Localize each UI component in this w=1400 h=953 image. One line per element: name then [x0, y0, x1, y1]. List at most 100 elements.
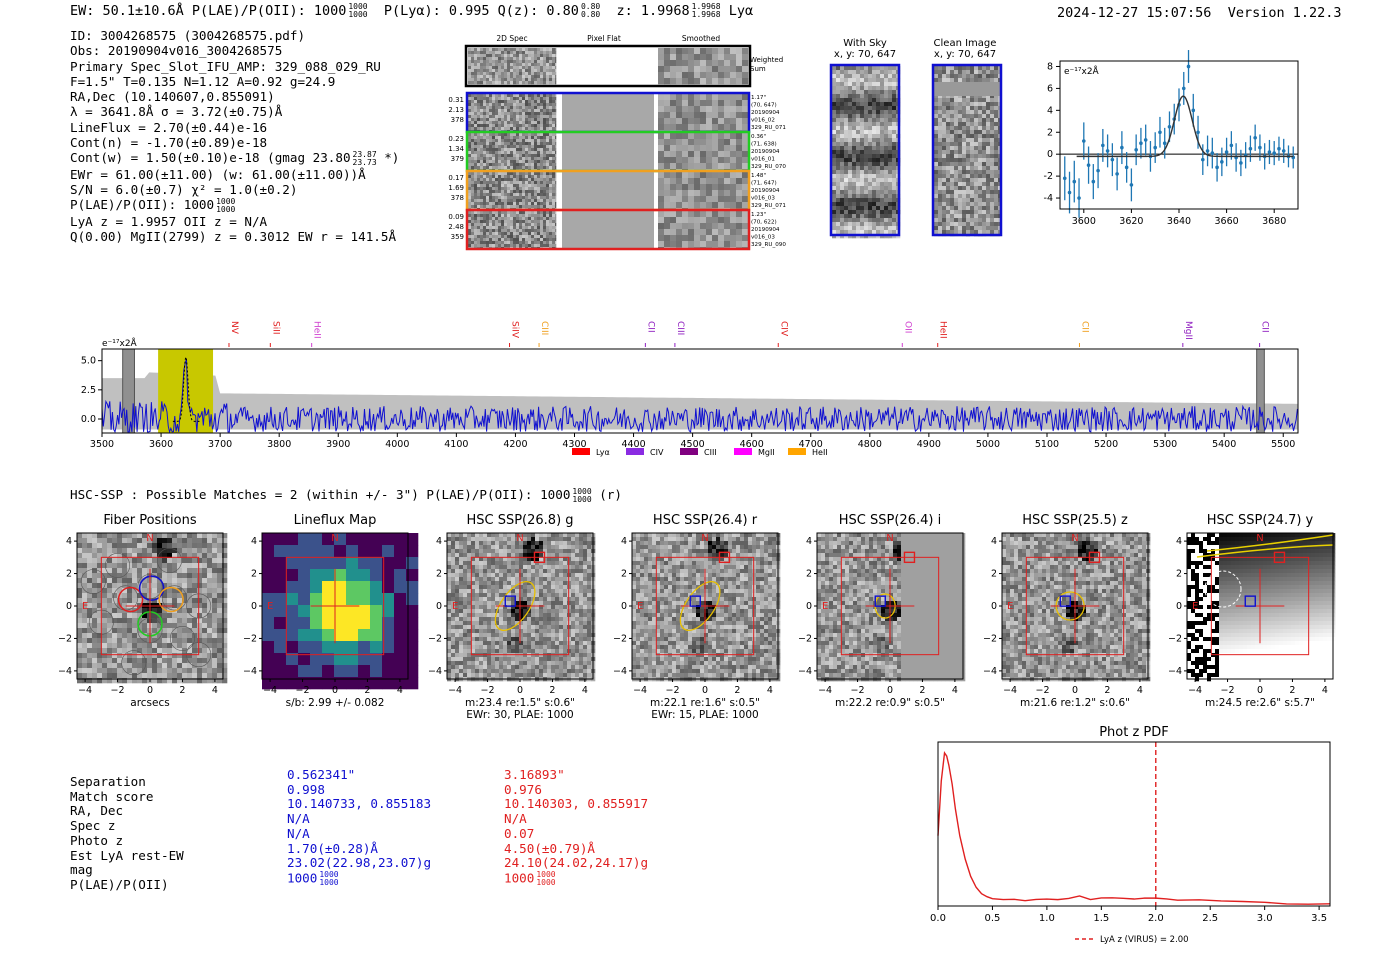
cutout-pixel	[122, 623, 128, 629]
clean-image-pixel	[974, 230, 979, 235]
clean-image-pixel	[974, 78, 979, 83]
fiber-2d-pixel	[471, 244, 475, 248]
fiber-2d-pixel	[501, 190, 505, 194]
clean-image-pixel	[978, 230, 983, 235]
fiber-2d-pixel	[546, 139, 550, 143]
fiber-2d-pixel	[480, 229, 484, 233]
fiber-2d-pixel	[504, 196, 508, 200]
fiber-2d-pixel	[540, 121, 544, 125]
fiber-smoothed-pixel	[736, 190, 743, 197]
cutout-pixel	[157, 638, 163, 644]
clean-image-pixel	[982, 174, 987, 179]
weighted-sum-2d-pixel	[471, 66, 475, 70]
with-sky-pixel	[876, 90, 881, 95]
fiber-smoothed-pixel	[688, 124, 695, 131]
cutout-pixel	[142, 608, 148, 614]
zoom-data-point	[1120, 145, 1124, 150]
weighted-sum-smoothed-pixel	[736, 54, 743, 61]
fiber-2d-pixel	[492, 205, 496, 209]
weighted-sum-2d-pixel	[477, 63, 481, 67]
weighted-sum-smoothed-pixel	[676, 48, 683, 55]
cutout-title: Fiber Positions	[103, 513, 197, 528]
cutout-pixel	[82, 628, 88, 634]
fiber-2d-pixel	[534, 232, 538, 236]
cutout-pixel	[152, 618, 158, 624]
with-sky-pixel	[852, 226, 857, 231]
fiber-2d-pixel	[471, 175, 475, 179]
fiber-smoothed-pixel	[694, 172, 701, 179]
clean-image-pixel	[978, 98, 983, 103]
fiber-smoothed-pixel	[658, 157, 665, 164]
fiber-2d-pixel	[474, 97, 478, 101]
clean-image-pixel	[966, 218, 971, 223]
fiber-2d-pixel	[513, 232, 517, 236]
fiber-2d-pixel	[477, 127, 481, 131]
fiber-2d-pixel	[489, 193, 493, 197]
fiber-2d-pixel	[549, 181, 553, 185]
weighted-sum-2d-pixel	[489, 57, 493, 61]
cutout-pixel	[182, 558, 188, 564]
with-sky-pixel	[832, 190, 837, 195]
fiber-2d-pixel	[498, 175, 502, 179]
cutout-pixel	[192, 618, 198, 624]
fiber-2d-pixel	[486, 136, 490, 140]
cutout-pixel	[187, 558, 193, 564]
cutout-pixel	[92, 633, 98, 639]
cutout-pixel	[82, 563, 88, 569]
with-sky-pixel	[844, 138, 849, 143]
weighted-sum-2d-pixel	[504, 66, 508, 70]
fiber-2d-pixel	[516, 133, 520, 137]
fiber-2d-pixel	[498, 226, 502, 230]
fiber-2d-pixel	[525, 172, 529, 176]
fiber-2d-pixel	[468, 112, 472, 116]
with-sky-pixel	[840, 154, 845, 159]
clean-image-pixel	[934, 206, 939, 211]
clean-image-pixel	[962, 150, 967, 155]
full-ytick-label: 0.0	[81, 414, 96, 425]
weighted-sum-smoothed-pixel	[664, 78, 671, 85]
cutout-pixel	[152, 578, 158, 584]
clean-image-pixel	[970, 170, 975, 175]
fiber-2d-pixel	[477, 217, 481, 221]
clean-image-pixel	[958, 210, 963, 215]
fiber-2d-pixel	[525, 175, 529, 179]
fiber-smoothed-pixel	[700, 124, 707, 131]
fiber-2d-pixel	[552, 97, 556, 101]
fiber-2d-pixel	[480, 127, 484, 131]
with-sky-pixel	[852, 70, 857, 75]
fiber-smoothed-pixel	[664, 229, 671, 236]
cutout-pixel	[162, 563, 168, 569]
fiber-smoothed-pixel	[742, 211, 749, 218]
fiber-2d-pixel	[495, 106, 499, 110]
fiber-smoothed-pixel	[742, 178, 749, 185]
fiber-2d-pixel	[471, 157, 475, 161]
fiber-2d-pixel	[534, 235, 538, 239]
weighted-sum-2d-pixel	[483, 60, 487, 64]
fiber-2d-pixel	[546, 133, 550, 137]
fiber-smoothed-pixel	[682, 151, 689, 158]
fiber-2d-pixel	[519, 100, 523, 104]
fiber-2d-pixel	[477, 160, 481, 164]
fiber-2d-pixel	[516, 121, 520, 125]
fiber-2d-pixel	[537, 190, 541, 194]
weighted-sum-2d-pixel	[513, 78, 517, 82]
clean-image-pixel	[954, 110, 959, 115]
with-sky-pixel	[856, 138, 861, 143]
with-sky-pixel	[884, 186, 889, 191]
fiber-2d-pixel	[516, 100, 520, 104]
cutout-pixel	[137, 558, 143, 564]
clean-image-pixel	[934, 210, 939, 215]
fiber-2d-pixel	[498, 178, 502, 182]
fiber-2d-pixel	[513, 109, 517, 113]
cutout-pixel	[102, 673, 108, 679]
fiber-2d-pixel	[483, 241, 487, 245]
weighted-sum-smoothed-pixel	[676, 78, 683, 85]
with-sky-pixel	[880, 174, 885, 179]
weighted-sum-smoothed-pixel	[700, 54, 707, 61]
fiber-2d-pixel	[537, 193, 541, 197]
fiber-2d-pixel	[495, 229, 499, 233]
with-sky-pixel	[868, 98, 873, 103]
with-sky-pixel	[892, 138, 897, 143]
fiber-2d-pixel	[471, 103, 475, 107]
with-sky-pixel	[880, 222, 885, 227]
